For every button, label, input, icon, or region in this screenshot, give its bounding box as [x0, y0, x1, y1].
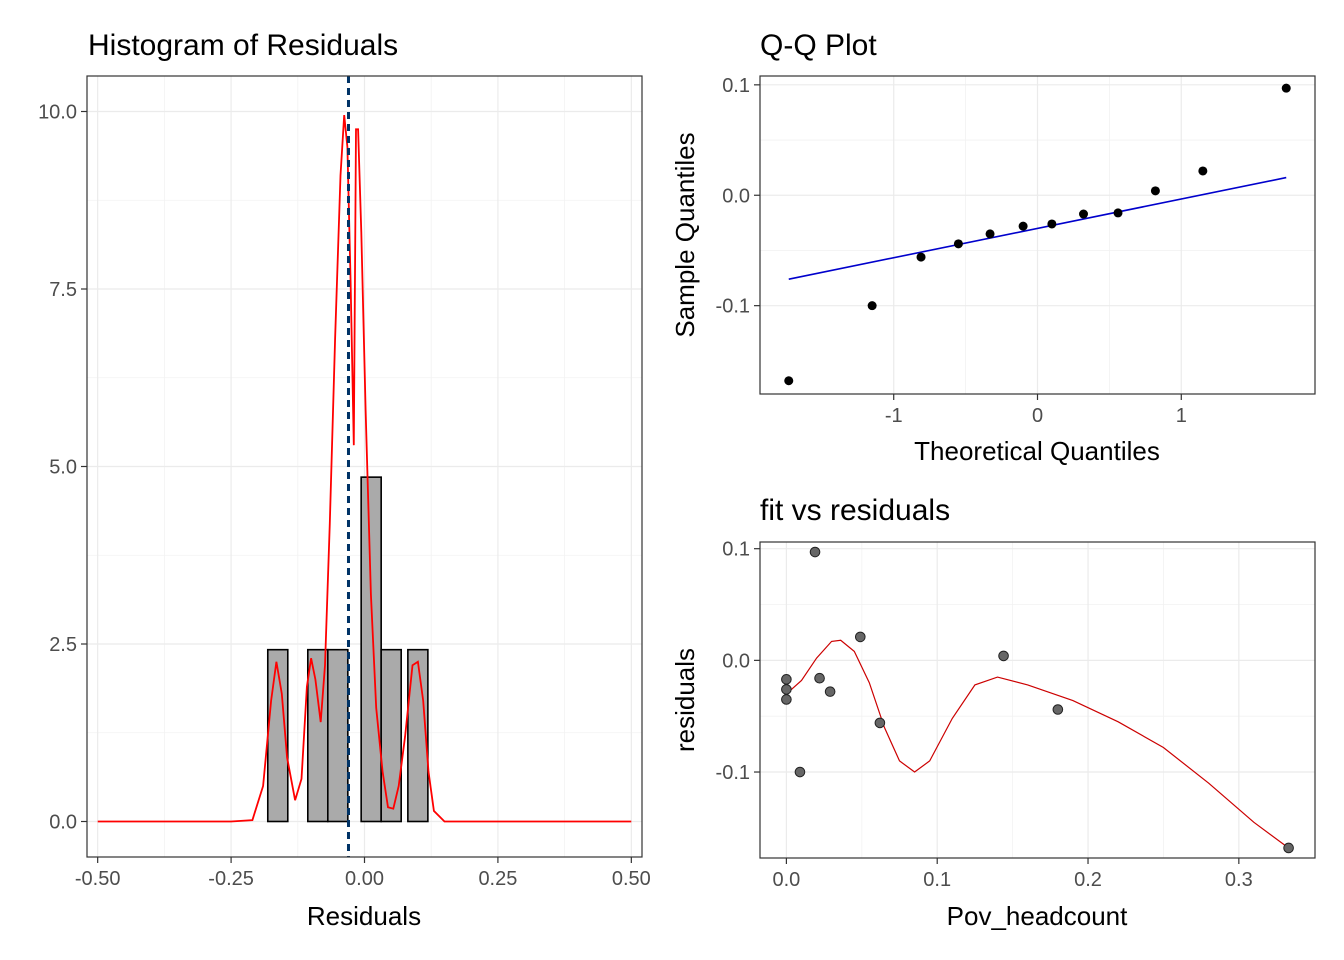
- fit-vs-residuals-y-axis-title: residuals: [670, 648, 700, 752]
- histogram-ticks: -0.50 -0.25 0.00 0.25 0.50 0.0 2.5 5.0 7.5 10.0: [38, 102, 651, 891]
- histogram-x-axis-title: Residuals: [307, 901, 421, 931]
- histogram-bar: [380, 648, 402, 823]
- fit-vs-residuals-points: [781, 546, 1294, 854]
- qq-title: Q-Q Plot: [760, 29, 877, 62]
- qq-x-tick-label: -1: [885, 405, 903, 427]
- qq-points: [784, 83, 1291, 386]
- qq-point: [1198, 166, 1208, 176]
- histogram-y-tick-label: 5.0: [49, 457, 77, 479]
- histogram-y-tick-label: 0.0: [49, 812, 77, 834]
- histogram-bar: [327, 648, 349, 823]
- histogram-panel: Histogram of Residuals -0.50 -0.25 0.00 0.2…: [38, 29, 651, 931]
- qq-x-tick-label: 0: [1032, 405, 1043, 427]
- histogram-y-tick-label: 7.5: [49, 279, 77, 301]
- qq-point: [953, 239, 963, 249]
- qq-y-tick-label: 0.1: [722, 75, 750, 97]
- fit-vs-residuals-x-tick-label: 0.3: [1225, 869, 1253, 891]
- qq-y-axis-title: Sample Quantiles: [670, 132, 700, 337]
- loess-smooth-curve: [786, 639, 1289, 849]
- residual-point: [854, 631, 866, 643]
- qq-point: [916, 252, 926, 262]
- qq-point: [1150, 186, 1160, 196]
- qq-line: [788, 176, 1287, 280]
- residual-point: [1052, 704, 1064, 715]
- residual-point: [809, 546, 821, 558]
- histogram-x-tick-label: -0.50: [75, 868, 121, 890]
- qq-point: [985, 229, 995, 239]
- qq-y-tick-label: 0.0: [722, 185, 750, 207]
- fit-vs-residuals-smooth: [786, 639, 1289, 849]
- residual-point: [814, 672, 825, 684]
- qq-point: [784, 376, 794, 386]
- fit-vs-residuals-x-axis-title: Pov_headcount: [947, 901, 1128, 931]
- histogram-y-tick-label: 2.5: [49, 634, 77, 656]
- qq-grid: [760, 76, 1315, 394]
- histogram-title: Histogram of Residuals: [88, 29, 398, 62]
- histogram-x-tick-label: -0.25: [208, 868, 254, 890]
- qq-point: [1113, 208, 1123, 218]
- residual-point: [794, 766, 806, 778]
- fit-vs-residuals-grid: [760, 542, 1315, 858]
- qq-ticks: -1 0 1 -0.1 0.0 0.1: [716, 75, 1187, 427]
- histogram-bars: [266, 476, 429, 823]
- residual-point: [781, 674, 792, 685]
- residual-point: [781, 684, 792, 695]
- fit-vs-residuals-x-tick-label: 0.2: [1074, 869, 1102, 891]
- fit-vs-residuals-y-tick-label: 0.1: [722, 539, 750, 561]
- qq-panel: Q-Q Plot -1 0 1 -0.1 0.0 0.1 Theoretical Quan…: [670, 29, 1316, 466]
- qq-point: [1047, 219, 1057, 229]
- residual-point: [824, 686, 836, 697]
- histogram-x-tick-label: 0.25: [478, 868, 517, 890]
- qq-x-axis-title: Theoretical Quantiles: [914, 436, 1160, 466]
- qq-point: [1281, 83, 1291, 93]
- histogram-x-tick-label: 0.50: [612, 868, 651, 890]
- qq-point: [1018, 221, 1028, 231]
- fit-vs-residuals-ticks: 0.0 0.1 0.2 0.3 -0.1 0.0 0.1: [716, 539, 1253, 891]
- fit-vs-residuals-y-tick-label: 0.0: [722, 650, 750, 672]
- qq-reference-line: [788, 176, 1287, 280]
- histogram-y-tick-label: 10.0: [38, 102, 77, 124]
- histogram-x-tick-label: 0.00: [345, 868, 384, 890]
- density-curve: [97, 115, 632, 823]
- fit-vs-residuals-x-tick-label: 0.0: [772, 869, 800, 891]
- residual-point: [998, 650, 1009, 662]
- histogram-overlay: [97, 76, 632, 857]
- qq-y-tick-label: -0.1: [716, 296, 750, 318]
- fit-vs-residuals-panel-border: [759, 541, 1316, 859]
- fit-vs-residuals-y-tick-label: -0.1: [716, 762, 750, 784]
- fit-vs-residuals-title: fit vs residuals: [760, 494, 950, 527]
- fit-vs-residuals-x-tick-label: 0.1: [923, 869, 951, 891]
- qq-point: [1079, 209, 1089, 219]
- residual-point: [874, 717, 886, 729]
- histogram-bar: [360, 476, 382, 823]
- qq-point: [867, 301, 877, 311]
- fit-vs-residuals-panel: fit vs residuals 0.0 0.1 0.2 0.3-0.10.00.1 …: [670, 494, 1316, 931]
- qq-x-tick-label: 1: [1176, 405, 1187, 427]
- residual-point: [1283, 842, 1294, 854]
- residual-point: [781, 694, 792, 705]
